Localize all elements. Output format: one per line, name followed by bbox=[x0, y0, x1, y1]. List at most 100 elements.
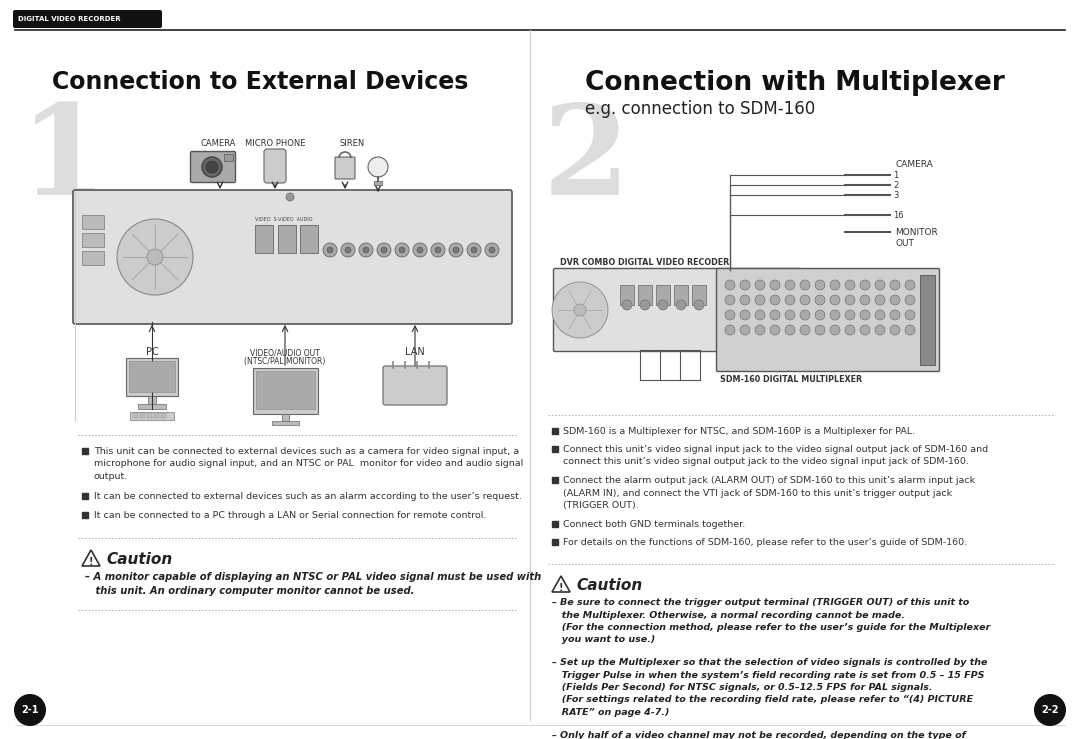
Circle shape bbox=[147, 249, 163, 265]
Circle shape bbox=[815, 280, 825, 290]
Text: – Set up the Multiplexer so that the selection of video signals is controlled by: – Set up the Multiplexer so that the sel… bbox=[552, 658, 987, 717]
Circle shape bbox=[890, 325, 900, 335]
Bar bbox=[620, 285, 634, 305]
FancyBboxPatch shape bbox=[225, 154, 233, 162]
Circle shape bbox=[413, 243, 427, 257]
Text: Connect both GND terminals together.: Connect both GND terminals together. bbox=[563, 520, 745, 529]
Bar bbox=[674, 285, 688, 305]
Bar bbox=[138, 404, 166, 409]
Circle shape bbox=[755, 295, 765, 305]
Bar bbox=[129, 361, 175, 392]
Circle shape bbox=[725, 295, 735, 305]
Text: For details on the functions of SDM-160, please refer to the user’s guide of SDM: For details on the functions of SDM-160,… bbox=[563, 538, 967, 547]
Text: 3: 3 bbox=[893, 191, 899, 200]
Circle shape bbox=[875, 310, 885, 320]
Circle shape bbox=[1034, 694, 1066, 726]
Text: 1: 1 bbox=[21, 100, 107, 221]
Text: 2: 2 bbox=[543, 100, 630, 221]
Circle shape bbox=[860, 325, 870, 335]
Circle shape bbox=[785, 325, 795, 335]
Bar bbox=[130, 412, 174, 420]
Circle shape bbox=[905, 280, 915, 290]
Circle shape bbox=[875, 280, 885, 290]
Polygon shape bbox=[552, 576, 570, 592]
Circle shape bbox=[573, 304, 586, 316]
Circle shape bbox=[800, 295, 810, 305]
FancyBboxPatch shape bbox=[264, 149, 286, 183]
Bar bbox=[552, 446, 558, 452]
Circle shape bbox=[831, 280, 840, 290]
Bar bbox=[692, 285, 706, 305]
Circle shape bbox=[845, 295, 855, 305]
Circle shape bbox=[860, 280, 870, 290]
Circle shape bbox=[323, 243, 337, 257]
Circle shape bbox=[489, 247, 495, 253]
Text: This unit can be connected to external devices such as a camera for video signal: This unit can be connected to external d… bbox=[94, 447, 523, 481]
Circle shape bbox=[694, 300, 704, 310]
Text: VIDEO  S-VIDEO  AUDIO: VIDEO S-VIDEO AUDIO bbox=[255, 217, 312, 222]
Circle shape bbox=[860, 310, 870, 320]
Circle shape bbox=[831, 310, 840, 320]
Text: Caution: Caution bbox=[106, 552, 172, 567]
Circle shape bbox=[341, 243, 355, 257]
Circle shape bbox=[417, 247, 423, 253]
Circle shape bbox=[327, 247, 333, 253]
Circle shape bbox=[453, 247, 459, 253]
Bar bbox=[374, 181, 382, 185]
Circle shape bbox=[471, 247, 477, 253]
Circle shape bbox=[740, 325, 750, 335]
Circle shape bbox=[435, 247, 441, 253]
Circle shape bbox=[467, 243, 481, 257]
Bar bbox=[82, 215, 104, 229]
Bar bbox=[278, 225, 296, 253]
Circle shape bbox=[800, 325, 810, 335]
Text: It can be connected to a PC through a LAN or Serial connection for remote contro: It can be connected to a PC through a LA… bbox=[94, 511, 486, 520]
Circle shape bbox=[905, 310, 915, 320]
Text: Connect the alarm output jack (ALARM OUT) of SDM-160 to this unit’s alarm input : Connect the alarm output jack (ALARM OUT… bbox=[563, 476, 975, 510]
Circle shape bbox=[117, 219, 193, 295]
Bar bbox=[154, 413, 159, 418]
Text: 2: 2 bbox=[893, 180, 899, 189]
Circle shape bbox=[755, 280, 765, 290]
Text: (NTSC/PAL MONITOR): (NTSC/PAL MONITOR) bbox=[244, 357, 326, 366]
Bar bbox=[82, 493, 87, 499]
Bar bbox=[147, 413, 152, 418]
Bar bbox=[140, 413, 145, 418]
Circle shape bbox=[890, 295, 900, 305]
Text: PC: PC bbox=[146, 347, 159, 357]
Text: MICRO PHONE: MICRO PHONE bbox=[245, 139, 306, 148]
Text: LAN: LAN bbox=[405, 347, 424, 357]
Bar bbox=[161, 413, 166, 418]
Polygon shape bbox=[82, 550, 100, 566]
Circle shape bbox=[740, 280, 750, 290]
Circle shape bbox=[449, 243, 463, 257]
Circle shape bbox=[831, 295, 840, 305]
Circle shape bbox=[875, 295, 885, 305]
Text: !: ! bbox=[558, 583, 564, 593]
Circle shape bbox=[860, 295, 870, 305]
Circle shape bbox=[831, 325, 840, 335]
FancyBboxPatch shape bbox=[190, 151, 235, 183]
FancyBboxPatch shape bbox=[383, 366, 447, 405]
Circle shape bbox=[363, 247, 369, 253]
Circle shape bbox=[552, 282, 608, 338]
Text: SDM-160 is a Multiplexer for NTSC, and SDM-160P is a Multiplexer for PAL.: SDM-160 is a Multiplexer for NTSC, and S… bbox=[563, 427, 915, 436]
FancyBboxPatch shape bbox=[13, 10, 162, 28]
Text: 2-2: 2-2 bbox=[1041, 705, 1058, 715]
Text: 1: 1 bbox=[893, 171, 899, 180]
Circle shape bbox=[845, 310, 855, 320]
Text: e.g. connection to SDM-160: e.g. connection to SDM-160 bbox=[585, 100, 815, 118]
Bar bbox=[82, 512, 87, 518]
Text: – Be sure to connect the trigger output terminal (TRIGGER OUT) of this unit to
 : – Be sure to connect the trigger output … bbox=[552, 598, 990, 644]
Circle shape bbox=[770, 295, 780, 305]
Circle shape bbox=[890, 280, 900, 290]
Circle shape bbox=[206, 161, 218, 173]
Bar bbox=[253, 368, 318, 414]
Circle shape bbox=[725, 280, 735, 290]
Text: CAMERA: CAMERA bbox=[895, 160, 933, 169]
Circle shape bbox=[770, 325, 780, 335]
Circle shape bbox=[815, 310, 825, 320]
Text: – A monitor capable of displaying an NTSC or PAL video signal must be used with
: – A monitor capable of displaying an NTS… bbox=[85, 572, 541, 596]
Text: 2-1: 2-1 bbox=[22, 705, 39, 715]
Text: Connection with Multiplexer: Connection with Multiplexer bbox=[585, 70, 1004, 96]
